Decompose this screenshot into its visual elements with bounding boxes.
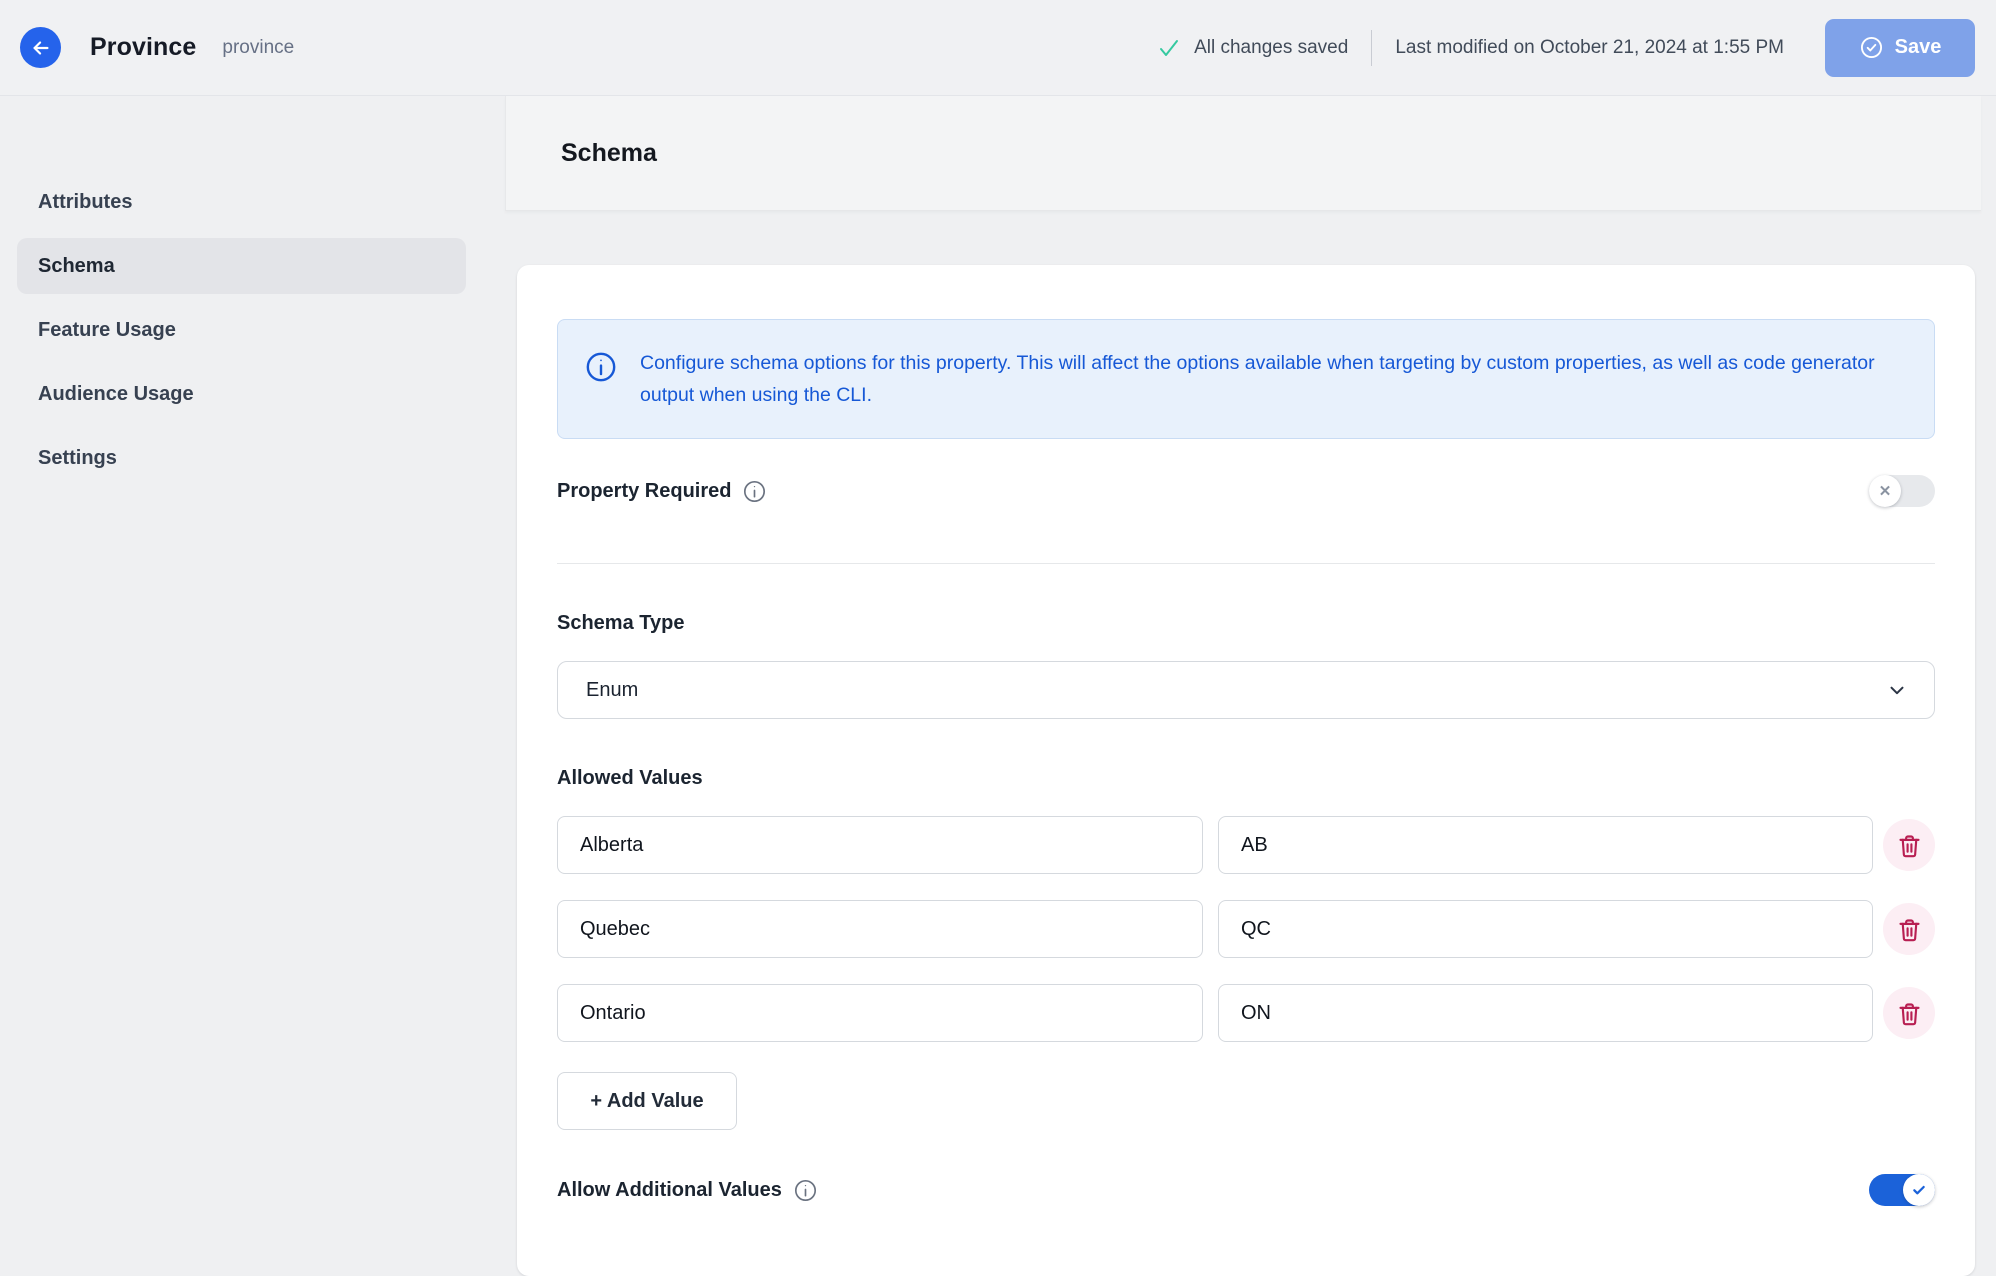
- value-code-input[interactable]: [1218, 900, 1873, 958]
- property-required-label-group: Property Required: [557, 479, 767, 504]
- info-icon: [584, 350, 618, 389]
- sidebar-item-audience-usage[interactable]: Audience Usage: [17, 366, 466, 422]
- page-title: Province: [90, 33, 197, 61]
- allowed-values-label: Allowed Values: [557, 767, 703, 789]
- allow-additional-values-row: Allow Additional Values: [557, 1174, 1935, 1206]
- save-button[interactable]: Save: [1825, 18, 1975, 77]
- delete-value-button[interactable]: [1883, 819, 1935, 871]
- sidebar-item-schema[interactable]: Schema: [17, 238, 466, 294]
- circle-check-icon: [1859, 35, 1884, 60]
- schema-type-select[interactable]: Enum: [557, 661, 1935, 719]
- last-modified-text: Last modified on October 21, 2024 at 1:5…: [1395, 36, 1784, 58]
- schema-card: Configure schema options for this proper…: [517, 265, 1975, 1276]
- allowed-value-row: [557, 816, 1935, 874]
- sidebar-item-label: Feature Usage: [38, 318, 176, 341]
- toggle-knob: ✕: [1869, 475, 1901, 507]
- allow-additional-values-label-group: Allow Additional Values: [557, 1178, 818, 1203]
- schema-type-value: Enum: [586, 678, 639, 701]
- property-required-label: Property Required: [557, 479, 732, 502]
- save-status: All changes saved: [1157, 36, 1348, 60]
- section-heading: Schema: [561, 138, 657, 167]
- trash-icon: [1896, 832, 1923, 859]
- sidebar-item-settings[interactable]: Settings: [17, 430, 466, 486]
- check-icon: [1157, 36, 1181, 60]
- x-icon: ✕: [1878, 482, 1892, 500]
- value-name-input[interactable]: [557, 984, 1203, 1042]
- value-name-input[interactable]: [557, 816, 1203, 874]
- header-divider: [1371, 29, 1373, 66]
- section-heading-panel: Schema: [505, 96, 1981, 211]
- value-name-input[interactable]: [557, 900, 1203, 958]
- section-divider: [557, 563, 1935, 564]
- info-icon[interactable]: [742, 479, 767, 504]
- page-body: Attributes Schema Feature Usage Audience…: [0, 96, 1996, 1276]
- value-code-input[interactable]: [1218, 816, 1873, 874]
- add-value-button[interactable]: + Add Value: [557, 1072, 737, 1130]
- sidebar-item-label: Attributes: [38, 190, 133, 213]
- allowed-value-row: [557, 984, 1935, 1042]
- trash-icon: [1896, 916, 1923, 943]
- allow-additional-values-toggle[interactable]: [1869, 1174, 1935, 1206]
- delete-value-button[interactable]: [1883, 987, 1935, 1039]
- schema-type-label: Schema Type: [557, 612, 685, 634]
- toggle-knob: [1903, 1174, 1935, 1206]
- check-icon: [1911, 1182, 1927, 1198]
- chevron-down-icon: [1886, 679, 1908, 701]
- property-required-toggle[interactable]: ✕: [1869, 475, 1935, 507]
- info-icon[interactable]: [793, 1178, 818, 1203]
- sidebar-item-attributes[interactable]: Attributes: [17, 174, 466, 230]
- value-code-input[interactable]: [1218, 984, 1873, 1042]
- status-text: All changes saved: [1194, 36, 1349, 58]
- sidebar-item-label: Schema: [38, 254, 115, 277]
- sidebar-nav: Attributes Schema Feature Usage Audience…: [0, 96, 505, 1276]
- allowed-values-list: [557, 816, 1935, 1042]
- info-banner: Configure schema options for this proper…: [557, 319, 1935, 439]
- delete-value-button[interactable]: [1883, 903, 1935, 955]
- top-header: Province province All changes saved Last…: [0, 0, 1996, 96]
- trash-icon: [1896, 1000, 1923, 1027]
- allowed-value-row: [557, 900, 1935, 958]
- page-slug: province: [222, 36, 295, 58]
- back-button[interactable]: [20, 27, 61, 68]
- property-required-row: Property Required ✕: [557, 475, 1935, 507]
- sidebar-item-label: Settings: [38, 446, 117, 469]
- save-button-label: Save: [1894, 36, 1942, 58]
- banner-text: Configure schema options for this proper…: [640, 352, 1875, 406]
- main-area: Schema Configure schema options for this…: [505, 96, 1996, 1276]
- sidebar-item-label: Audience Usage: [38, 382, 194, 405]
- arrow-left-icon: [30, 37, 52, 59]
- allow-additional-values-label: Allow Additional Values: [557, 1178, 782, 1201]
- sidebar-item-feature-usage[interactable]: Feature Usage: [17, 302, 466, 358]
